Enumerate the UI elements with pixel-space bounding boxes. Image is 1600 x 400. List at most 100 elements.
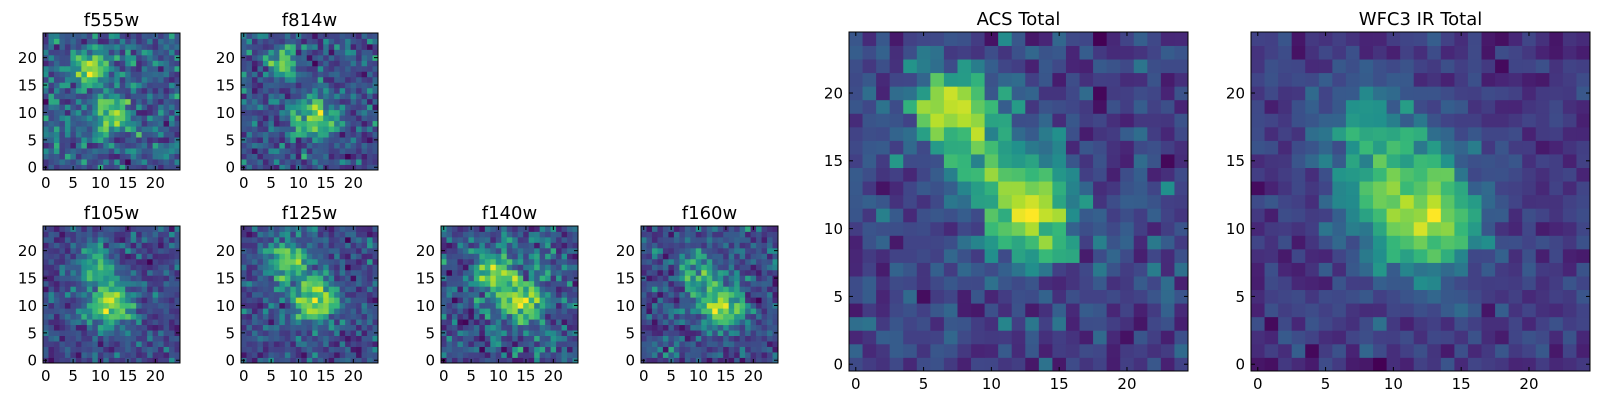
heatmap-cell bbox=[169, 264, 175, 271]
heatmap-cell bbox=[141, 43, 148, 50]
heatmap-cell bbox=[506, 264, 513, 271]
heatmap-cell bbox=[903, 194, 918, 209]
heatmap-cell bbox=[81, 297, 88, 304]
heatmap-cell bbox=[457, 269, 464, 276]
heatmap-cell bbox=[745, 330, 751, 336]
heatmap-cell bbox=[284, 164, 291, 171]
y-tick-label: 20 bbox=[416, 242, 435, 260]
heatmap-cell bbox=[92, 330, 99, 336]
heatmap-cell bbox=[53, 335, 60, 342]
heatmap-cell bbox=[108, 275, 115, 282]
heatmap-cell bbox=[739, 258, 746, 265]
heatmap-cell bbox=[668, 302, 675, 309]
heatmap-cell bbox=[361, 76, 368, 83]
heatmap-cell bbox=[147, 341, 153, 347]
heatmap-cell bbox=[451, 236, 458, 243]
heatmap-cell bbox=[1160, 113, 1175, 128]
heatmap-cell bbox=[295, 49, 302, 56]
heatmap-cell bbox=[125, 275, 132, 282]
heatmap-cell bbox=[114, 43, 121, 50]
heatmap-cell bbox=[372, 308, 379, 315]
heatmap-cell bbox=[1291, 181, 1306, 196]
heatmap-cell bbox=[756, 231, 762, 238]
heatmap-cell bbox=[64, 330, 71, 336]
heatmap-cell bbox=[70, 65, 77, 72]
heatmap-cell bbox=[356, 98, 362, 105]
heatmap-cell bbox=[767, 319, 773, 326]
heatmap-cell bbox=[567, 242, 573, 249]
heatmap-cell bbox=[1133, 140, 1148, 155]
heatmap-cell bbox=[350, 236, 357, 243]
heatmap-cell bbox=[462, 341, 469, 347]
heatmap-cell bbox=[1174, 99, 1189, 114]
heatmap-cell bbox=[701, 253, 708, 260]
heatmap-cell bbox=[750, 319, 757, 326]
heatmap-cell bbox=[273, 93, 280, 100]
heatmap-cell bbox=[646, 324, 653, 331]
heatmap-cell bbox=[317, 269, 324, 276]
heatmap-cell bbox=[998, 140, 1013, 155]
heatmap-cell bbox=[43, 341, 49, 347]
heatmap-cell bbox=[70, 242, 77, 249]
heatmap-cell bbox=[246, 159, 253, 165]
heatmap-cell bbox=[772, 242, 779, 249]
heatmap-cell bbox=[262, 43, 269, 50]
panel-title: f105w bbox=[84, 203, 139, 224]
heatmap-cell bbox=[728, 280, 735, 287]
heatmap-cell bbox=[290, 275, 297, 282]
heatmap-cell bbox=[998, 194, 1013, 209]
heatmap-cell bbox=[43, 76, 49, 83]
heatmap-cell bbox=[701, 231, 708, 238]
heatmap-cell bbox=[1481, 303, 1496, 318]
heatmap-cell bbox=[301, 76, 308, 83]
heatmap-cell bbox=[108, 87, 115, 94]
heatmap-cell bbox=[1160, 357, 1175, 372]
heatmap-cell bbox=[517, 319, 524, 326]
heatmap-cell bbox=[152, 269, 159, 276]
heatmap-cell bbox=[372, 346, 379, 353]
heatmap-cell bbox=[1278, 316, 1293, 331]
heatmap-cell bbox=[1160, 32, 1175, 46]
heatmap-cell bbox=[367, 302, 373, 309]
heatmap-cell bbox=[646, 275, 653, 282]
heatmap-cell bbox=[984, 45, 999, 60]
heatmap-cell bbox=[125, 269, 132, 276]
heatmap-cell bbox=[1345, 343, 1360, 358]
heatmap-cell bbox=[372, 87, 379, 94]
heatmap-cell bbox=[92, 49, 99, 56]
heatmap-cell bbox=[1522, 167, 1537, 182]
heatmap-cell bbox=[59, 258, 66, 265]
heatmap-cell bbox=[728, 264, 735, 271]
heatmap-cell bbox=[158, 131, 164, 138]
heatmap-cell bbox=[367, 297, 373, 304]
heatmap-cell bbox=[241, 87, 247, 94]
heatmap-cell bbox=[345, 352, 351, 358]
heatmap-cell bbox=[103, 43, 110, 50]
heatmap-cell bbox=[750, 269, 757, 276]
heatmap-cell bbox=[1373, 221, 1387, 236]
heatmap-cell bbox=[501, 275, 508, 282]
heatmap-cell bbox=[673, 253, 680, 260]
heatmap-cell bbox=[103, 98, 110, 105]
heatmap-cell bbox=[295, 286, 302, 293]
heatmap-cell bbox=[70, 291, 77, 298]
heatmap-cell bbox=[1025, 126, 1040, 141]
heatmap-cell bbox=[767, 291, 773, 298]
heatmap-cell bbox=[158, 115, 164, 122]
heatmap-cell bbox=[246, 319, 253, 326]
heatmap-cell bbox=[163, 93, 170, 100]
heatmap-cell bbox=[534, 236, 541, 243]
heatmap-cell bbox=[1093, 72, 1108, 87]
heatmap-cell bbox=[512, 330, 519, 336]
heatmap-cell bbox=[862, 167, 877, 182]
heatmap-cell bbox=[767, 313, 773, 320]
heatmap-cell bbox=[930, 45, 945, 60]
heatmap-cell bbox=[957, 99, 972, 114]
heatmap-cell bbox=[251, 357, 258, 364]
heatmap-cell bbox=[1318, 316, 1333, 331]
heatmap-cell bbox=[1359, 330, 1374, 345]
heatmap-cell bbox=[43, 269, 49, 276]
heatmap-cell bbox=[479, 341, 486, 347]
heatmap-cell bbox=[517, 302, 524, 309]
heatmap-cell bbox=[1440, 167, 1455, 182]
